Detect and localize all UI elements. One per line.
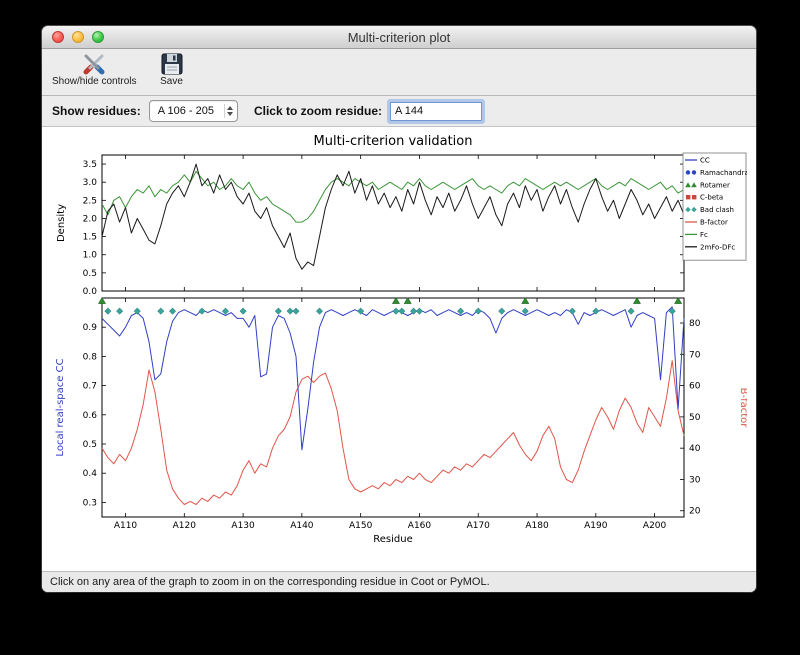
svg-text:0.5: 0.5	[83, 440, 97, 450]
svg-text:A180: A180	[525, 521, 549, 531]
save-button[interactable]: Save	[155, 50, 189, 88]
svg-text:A160: A160	[408, 521, 432, 531]
svg-text:Local real-space CC: Local real-space CC	[55, 358, 66, 456]
status-text: Click on any area of the graph to zoom i…	[50, 576, 490, 588]
svg-text:Ramachandran: Ramachandran	[700, 169, 747, 177]
svg-text:0.3: 0.3	[83, 498, 97, 508]
svg-text:A190: A190	[584, 521, 608, 531]
svg-text:2mFo-DFc: 2mFo-DFc	[700, 243, 735, 251]
save-icon	[159, 51, 185, 77]
svg-text:0.0: 0.0	[83, 287, 98, 297]
svg-text:Rotamer: Rotamer	[700, 181, 730, 189]
svg-text:20: 20	[689, 507, 701, 517]
toolbar: Show/hide controls Save	[42, 49, 756, 96]
svg-text:A150: A150	[349, 521, 373, 531]
show-hide-controls-button[interactable]: Show/hide controls	[48, 50, 141, 88]
svg-text:Density: Density	[56, 204, 67, 242]
svg-text:0.7: 0.7	[83, 382, 97, 392]
show-residues-label: Show residues:	[52, 104, 141, 118]
svg-text:0.9: 0.9	[83, 323, 98, 333]
minimize-button[interactable]	[72, 31, 84, 43]
zoom-residue-input[interactable]	[390, 101, 482, 121]
svg-text:A120: A120	[173, 521, 197, 531]
svg-text:Fc: Fc	[700, 231, 708, 239]
status-bar: Click on any area of the graph to zoom i…	[42, 571, 756, 592]
svg-text:50: 50	[689, 413, 701, 423]
svg-text:0.5: 0.5	[83, 269, 97, 279]
svg-text:A110: A110	[114, 521, 138, 531]
svg-text:3.0: 3.0	[83, 178, 98, 188]
plot-area: Multi-criterion validation 0.0 0.5 1.0 1.5 2.…	[42, 127, 756, 571]
close-button[interactable]	[52, 31, 64, 43]
svg-text:1.5: 1.5	[83, 233, 97, 243]
svg-text:B-factor: B-factor	[738, 388, 747, 429]
svg-text:1.0: 1.0	[83, 251, 98, 261]
svg-text:0.8: 0.8	[83, 352, 98, 362]
zoom-button[interactable]	[92, 31, 104, 43]
plot-window: Multi-criterion plot Show/hide controls	[42, 26, 756, 592]
svg-text:2.5: 2.5	[83, 196, 97, 206]
titlebar[interactable]: Multi-criterion plot	[42, 26, 756, 49]
svg-text:A200: A200	[643, 521, 667, 531]
svg-text:3.5: 3.5	[83, 160, 97, 170]
svg-text:0.6: 0.6	[83, 411, 98, 421]
zoom-residue-label: Click to zoom residue:	[253, 104, 382, 118]
svg-text:A140: A140	[290, 521, 314, 531]
svg-text:80: 80	[689, 319, 701, 329]
svg-text:C-beta: C-beta	[700, 194, 723, 202]
svg-text:CC: CC	[700, 157, 710, 165]
window-title: Multi-criterion plot	[347, 29, 451, 45]
legend	[682, 152, 747, 261]
svg-text:A170: A170	[467, 521, 491, 531]
svg-text:70: 70	[689, 350, 701, 360]
svg-text:60: 60	[689, 382, 701, 392]
svg-text:B-factor: B-factor	[700, 219, 728, 227]
residue-range-value: A 106 - 205	[157, 105, 214, 117]
svg-text:30: 30	[689, 475, 701, 485]
show-hide-controls-label: Show/hide controls	[52, 76, 137, 87]
multi-criterion-figure[interactable]: Multi-criterion validation 0.0 0.5 1.0 1.5 2.…	[50, 129, 747, 569]
tools-icon	[81, 51, 107, 77]
svg-text:Bad clash: Bad clash	[700, 206, 734, 214]
save-label: Save	[160, 76, 183, 87]
svg-text:Multi-criterion validation: Multi-criterion validation	[314, 134, 473, 149]
svg-text:0.4: 0.4	[83, 469, 98, 479]
stepper-icon	[223, 104, 233, 118]
controls-bar: Show residues: A 106 - 205 Click to zoom…	[42, 96, 756, 127]
svg-text:2.0: 2.0	[83, 214, 98, 224]
residue-range-select[interactable]: A 106 - 205	[148, 100, 238, 122]
svg-text:40: 40	[689, 444, 701, 454]
window-controls	[52, 31, 104, 43]
svg-text:Residue: Residue	[373, 534, 412, 545]
svg-text:A130: A130	[231, 521, 255, 531]
